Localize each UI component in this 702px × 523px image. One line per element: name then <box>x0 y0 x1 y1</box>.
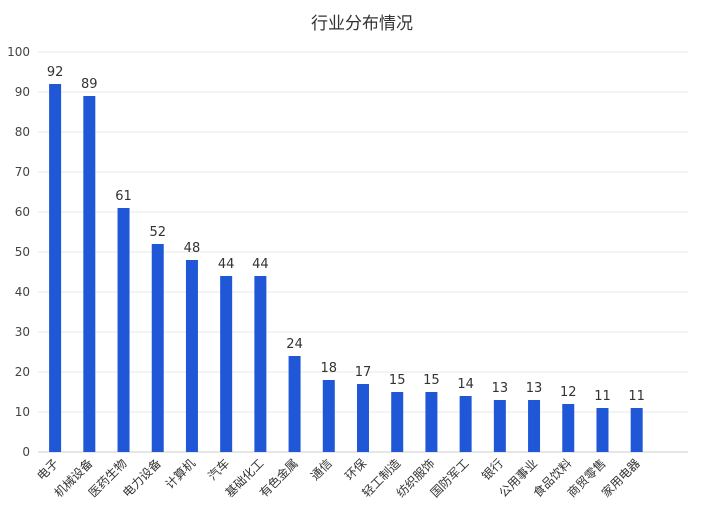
bar <box>322 380 335 452</box>
x-tick-label: 环保 <box>342 456 369 483</box>
bar <box>254 276 267 452</box>
data-label: 14 <box>457 377 474 392</box>
x-tick-label: 国防军工 <box>427 456 472 501</box>
data-label: 52 <box>149 225 166 240</box>
x-tick-label: 电子 <box>34 456 61 483</box>
y-tick-label: 0 <box>22 445 30 459</box>
bar <box>493 400 506 452</box>
data-label: 11 <box>628 389 645 404</box>
y-tick-label: 60 <box>15 205 30 219</box>
data-label: 18 <box>321 361 338 376</box>
y-tick-label: 90 <box>15 85 30 99</box>
x-tick-label: 电力设备 <box>120 456 164 500</box>
data-label: 48 <box>184 241 201 256</box>
y-tick-label: 80 <box>15 125 30 139</box>
data-label: 24 <box>286 337 303 352</box>
bar <box>630 408 643 452</box>
x-tick-label: 家用电器 <box>598 456 643 501</box>
data-label: 61 <box>115 189 132 204</box>
x-tick-label: 计算机 <box>162 456 198 492</box>
bar <box>83 96 96 452</box>
data-label: 89 <box>81 77 98 92</box>
data-label: 44 <box>252 257 269 272</box>
bar <box>117 208 130 452</box>
data-label: 44 <box>218 257 235 272</box>
bar <box>425 392 438 452</box>
y-tick-label: 100 <box>7 45 30 59</box>
bar <box>288 356 301 452</box>
bar <box>220 276 233 452</box>
data-label: 15 <box>423 373 440 388</box>
bar <box>596 408 609 452</box>
bar <box>185 260 198 452</box>
data-label: 11 <box>594 389 611 404</box>
data-label: 13 <box>526 381 543 396</box>
data-label: 15 <box>389 373 406 388</box>
bar <box>357 384 369 452</box>
x-tick-label: 通信 <box>308 456 335 483</box>
bar <box>151 244 164 452</box>
data-label: 12 <box>560 385 577 400</box>
y-tick-label: 10 <box>15 405 30 419</box>
bar <box>49 84 62 452</box>
x-tick-label: 银行 <box>479 456 506 483</box>
y-tick-label: 50 <box>15 245 30 259</box>
bar <box>562 404 575 452</box>
data-label: 17 <box>355 365 372 380</box>
bar <box>459 396 472 452</box>
chart-title: 行业分布情况 <box>311 14 413 34</box>
data-label: 92 <box>47 65 64 80</box>
y-tick-label: 40 <box>15 285 30 299</box>
x-tick-label: 有色金属 <box>256 456 301 501</box>
y-tick-label: 70 <box>15 165 30 179</box>
x-tick-label: 汽车 <box>205 456 233 484</box>
bar <box>528 400 541 452</box>
bar <box>391 392 404 452</box>
y-tick-label: 20 <box>15 365 30 379</box>
y-tick-label: 30 <box>15 325 30 339</box>
data-label: 13 <box>492 381 509 396</box>
